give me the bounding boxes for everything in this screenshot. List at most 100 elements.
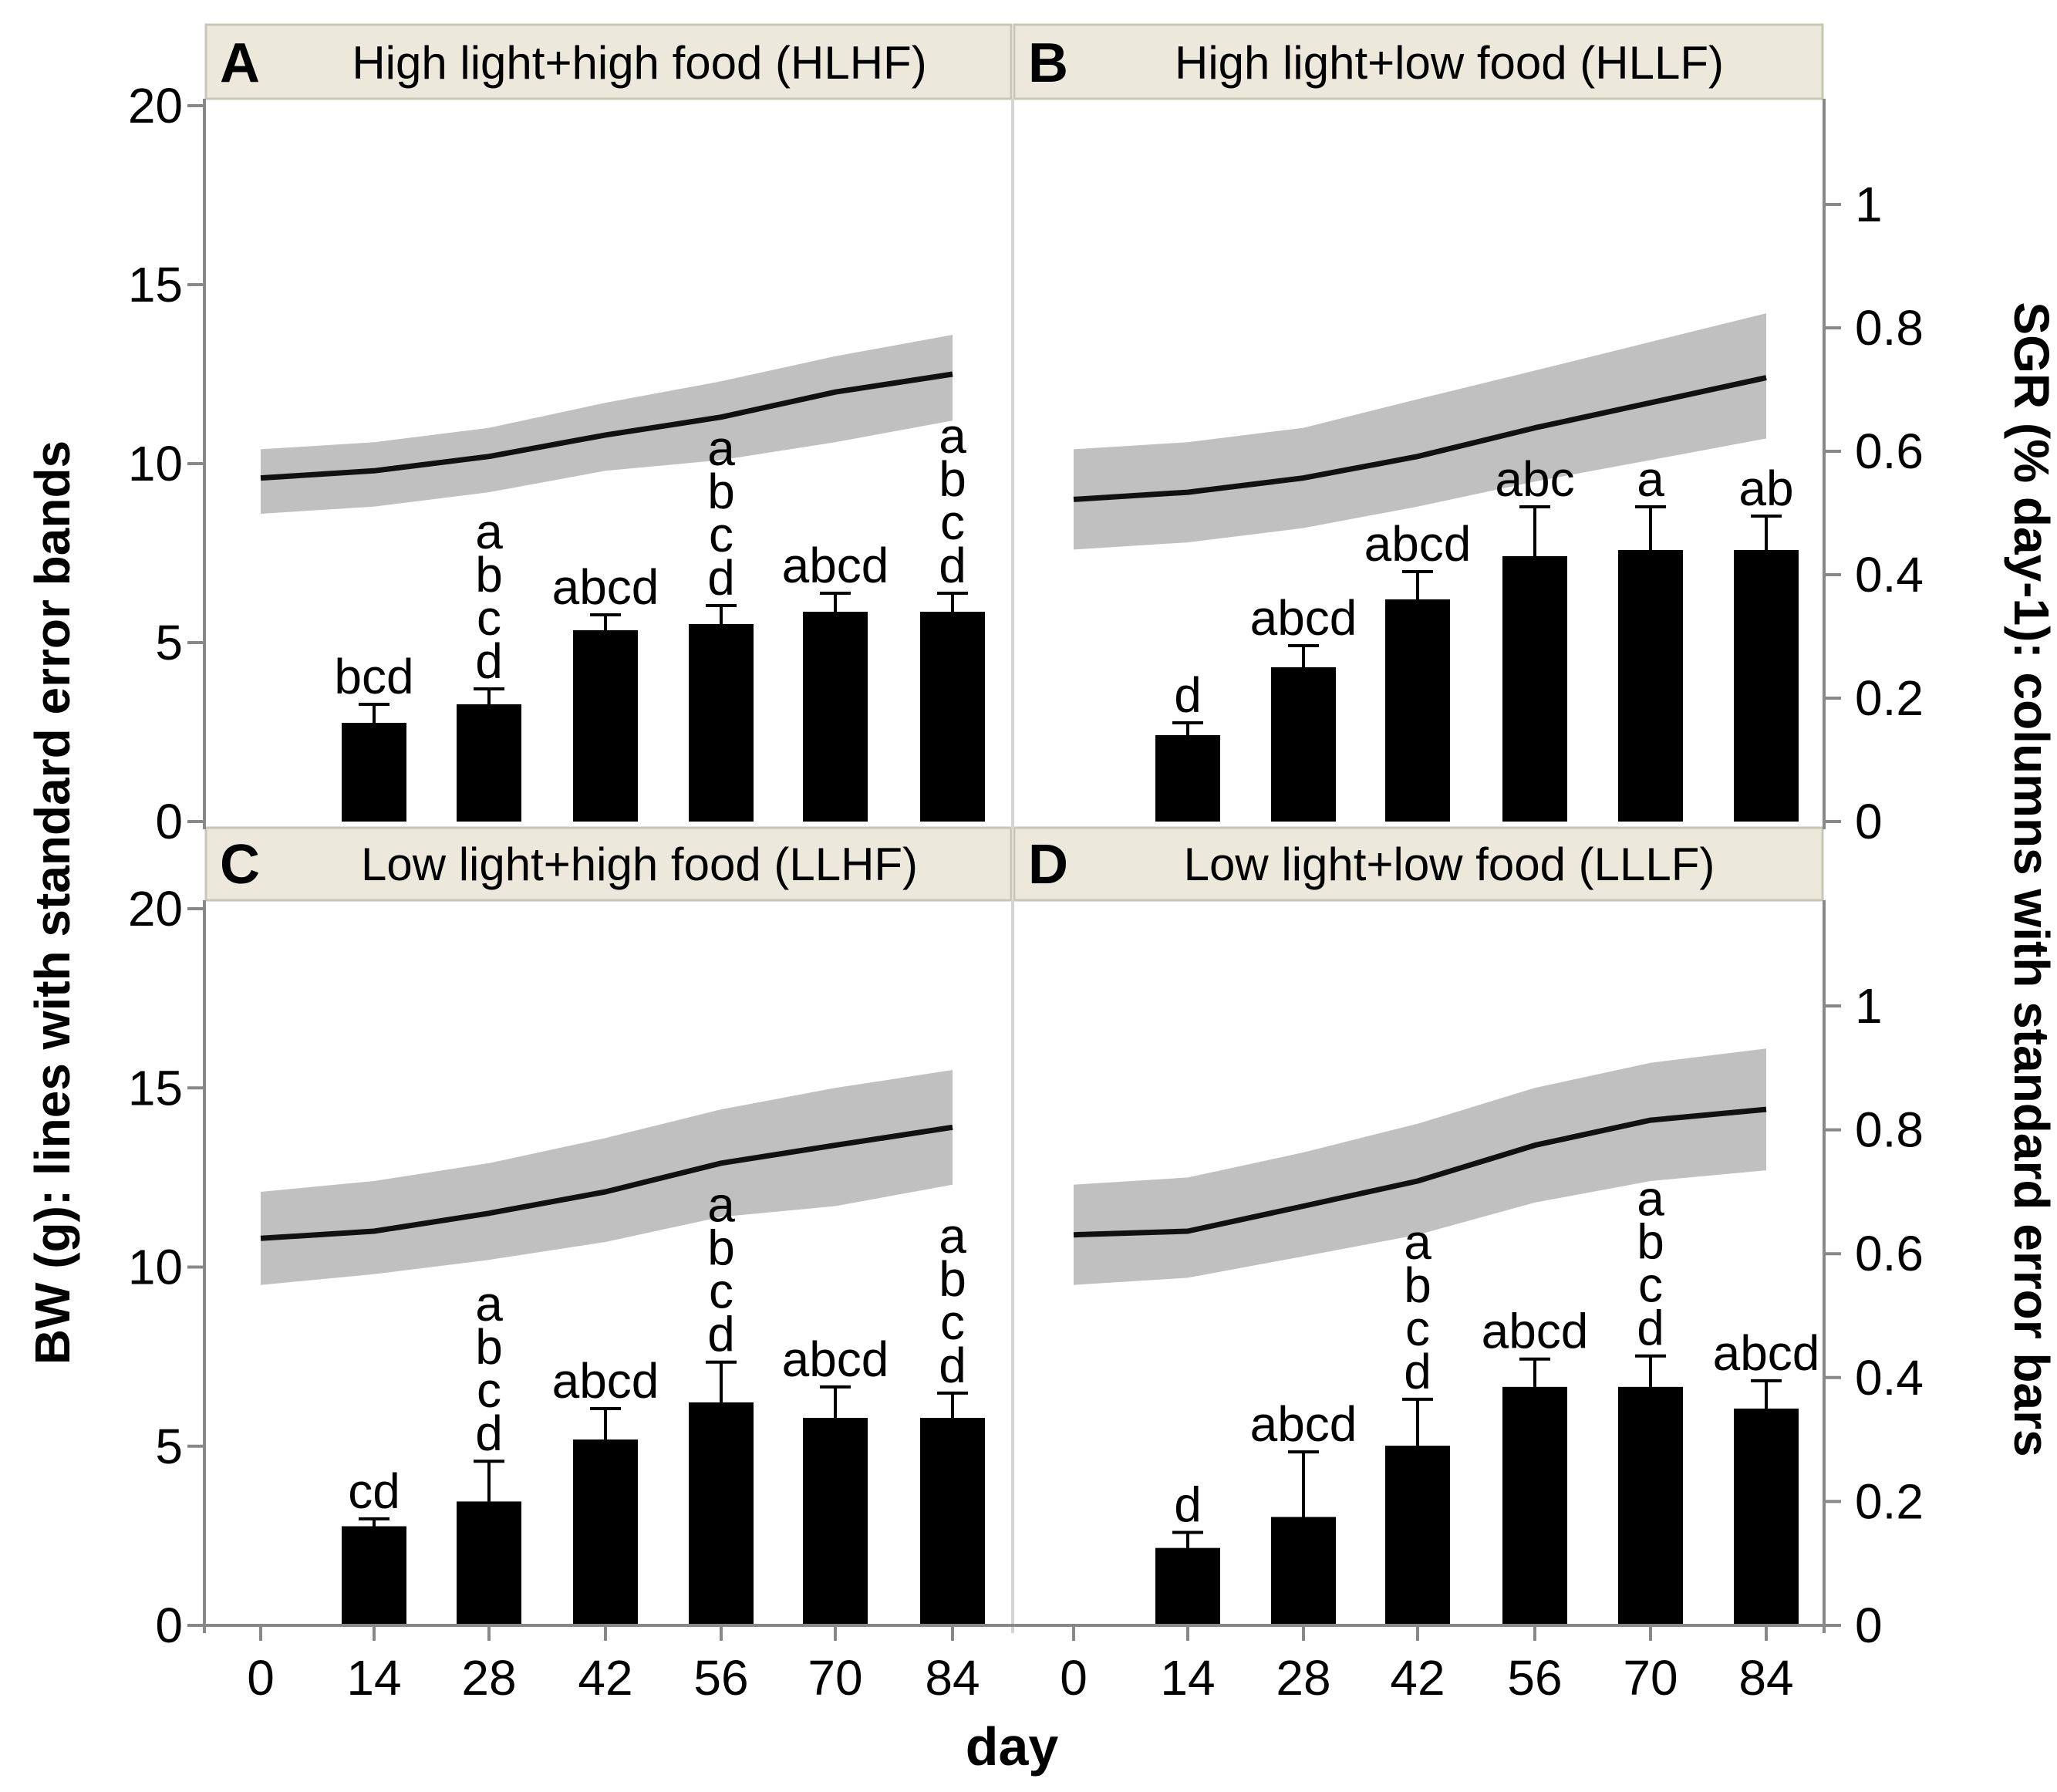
right-tick-label: 0 xyxy=(1855,1598,1883,1653)
sgr-bar xyxy=(1734,1408,1799,1625)
sgr-bar xyxy=(457,704,521,822)
significance-letter-line: b xyxy=(475,547,503,602)
sgr-bar xyxy=(573,1439,638,1625)
left-tick-label: 20 xyxy=(128,78,183,133)
sgr-bar xyxy=(1385,599,1450,822)
sgr-bar xyxy=(803,612,868,822)
right-tick-label: 0.6 xyxy=(1855,424,1924,479)
left-tick-label: 15 xyxy=(128,257,183,312)
significance-letter-line: abcd xyxy=(552,1353,659,1409)
x-tick-label: 14 xyxy=(346,1650,401,1706)
significance-letter-line: a xyxy=(1404,1214,1431,1270)
significance-letters: abcd xyxy=(1250,590,1357,646)
panel-title: High light+high food (HLHF) xyxy=(352,37,926,89)
x-tick-label: 56 xyxy=(1507,1650,1562,1706)
y-left-axis-label: BW (g): lines with standard error bands xyxy=(25,440,80,1365)
significance-letter-line: a xyxy=(1637,1171,1664,1227)
panel-title: Low light+low food (LLLF) xyxy=(1184,839,1715,890)
significance-letter-line: d xyxy=(707,1307,735,1362)
x-tick-label: 14 xyxy=(1160,1650,1215,1706)
significance-letter-line: b xyxy=(939,1251,966,1307)
significance-letter-line: c xyxy=(1638,1257,1663,1313)
right-tick-label: 1 xyxy=(1855,978,1883,1034)
significance-letter-line: d xyxy=(939,1338,966,1393)
panel-title: Low light+high food (LLHF) xyxy=(361,839,918,890)
right-tick-label: 0.8 xyxy=(1855,300,1924,356)
panel-letter: D xyxy=(1028,834,1068,896)
sgr-bar xyxy=(689,624,754,822)
panel-header xyxy=(1013,23,1824,100)
left-tick-label: 15 xyxy=(128,1060,183,1115)
significance-letter-line: d xyxy=(1404,1344,1431,1399)
sgr-bar xyxy=(920,1417,985,1625)
panel-header xyxy=(204,23,1013,100)
significance-letters: abcd xyxy=(1713,1325,1820,1381)
panel-header xyxy=(204,826,1013,902)
sgr-bar xyxy=(1271,1517,1336,1625)
sgr-bar xyxy=(1155,1547,1220,1625)
significance-letter-line: c xyxy=(940,1294,965,1350)
x-tick-label: 42 xyxy=(1390,1650,1445,1706)
bw-mean-line xyxy=(260,1124,953,1241)
significance-letters: a xyxy=(1637,451,1664,507)
sgr-bar xyxy=(573,630,638,822)
significance-letter-line: d xyxy=(1174,1477,1202,1533)
significance-letter-line: abcd xyxy=(782,538,889,593)
right-tick-label: 1 xyxy=(1855,177,1883,232)
sgr-bar xyxy=(1618,1386,1683,1625)
significance-letters: d xyxy=(1174,667,1202,723)
x-axis-label: day xyxy=(966,1716,1059,1777)
panel-letter: C xyxy=(220,834,260,896)
panel-letter: A xyxy=(220,32,260,94)
sgr-bar xyxy=(1271,667,1336,822)
significance-letters: abcd xyxy=(552,559,659,615)
sgr-bar xyxy=(1618,550,1683,822)
significance-letters: abcd xyxy=(782,1331,889,1387)
significance-letter-line: c xyxy=(709,1264,733,1319)
significance-letters: abcd xyxy=(782,538,889,593)
right-tick-label: 0.6 xyxy=(1855,1226,1924,1281)
left-tick-label: 0 xyxy=(155,1598,183,1653)
bw-mean-line xyxy=(260,371,953,481)
bw-error-band xyxy=(1074,313,1766,550)
significance-letter-line: c xyxy=(709,507,733,562)
significance-letter-line: c xyxy=(1405,1301,1430,1356)
significance-letter-line: c xyxy=(477,590,501,646)
sgr-bar xyxy=(342,723,406,822)
axes-layer: BW (g): lines with standard error bands … xyxy=(25,78,2057,1777)
left-tick-label: 0 xyxy=(155,794,183,849)
significance-letter-line: a xyxy=(707,1177,735,1233)
bw-error-band xyxy=(1074,1048,1766,1285)
significance-letter-line: abc xyxy=(1495,451,1574,507)
sgr-bar xyxy=(1734,550,1799,822)
significance-letters: abcd xyxy=(552,1353,659,1409)
significance-letter-line: a xyxy=(939,1208,966,1264)
sgr-bar xyxy=(1502,556,1567,822)
significance-letters: bcd xyxy=(334,649,413,704)
significance-letter-line: abcd xyxy=(1250,590,1357,646)
significance-letter-line: a xyxy=(939,408,966,464)
x-tick-label: 84 xyxy=(925,1650,980,1706)
y-right-axis-label: SGR (% day-1): columns with standard err… xyxy=(2004,302,2057,1456)
x-tick-label: 42 xyxy=(578,1650,632,1706)
left-tick-label: 5 xyxy=(155,615,183,670)
significance-letters: abcd xyxy=(1482,1304,1589,1359)
significance-letter-line: cd xyxy=(348,1463,400,1519)
panel-letter: B xyxy=(1028,32,1068,94)
sgr-bar xyxy=(342,1526,406,1625)
significance-letter-line: abcd xyxy=(1364,516,1472,572)
significance-letter-line: abcd xyxy=(1713,1325,1820,1381)
x-tick-label: 28 xyxy=(1276,1650,1330,1706)
x-tick-label: 70 xyxy=(808,1650,862,1706)
sgr-bar xyxy=(1155,735,1220,822)
panel-header xyxy=(1013,826,1824,902)
bw-mean-line xyxy=(1073,375,1767,502)
right-tick-label: 0.2 xyxy=(1855,1473,1924,1529)
